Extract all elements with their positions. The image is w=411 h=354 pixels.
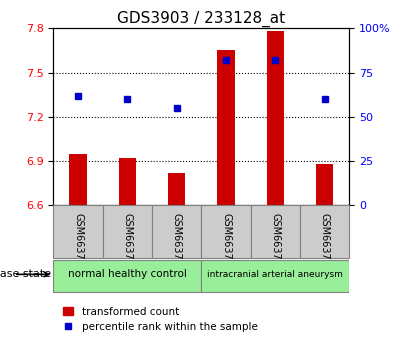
Text: GSM663773: GSM663773 — [270, 213, 280, 273]
FancyBboxPatch shape — [53, 260, 201, 292]
Bar — [168, 173, 185, 205]
Text: GSM663774: GSM663774 — [320, 213, 330, 273]
Title: GDS3903 / 233128_at: GDS3903 / 233128_at — [117, 11, 286, 27]
FancyBboxPatch shape — [251, 205, 300, 258]
Text: GSM663770: GSM663770 — [122, 213, 132, 273]
FancyBboxPatch shape — [300, 205, 349, 258]
Text: normal healthy control: normal healthy control — [68, 269, 187, 279]
Bar — [69, 154, 87, 205]
Legend: transformed count, percentile rank within the sample: transformed count, percentile rank withi… — [59, 303, 261, 336]
Text: GSM663771: GSM663771 — [172, 213, 182, 273]
Bar — [316, 164, 333, 205]
Text: GSM663769: GSM663769 — [73, 213, 83, 272]
Text: disease state: disease state — [0, 269, 51, 279]
FancyBboxPatch shape — [152, 205, 201, 258]
Bar — [267, 31, 284, 205]
Text: intracranial arterial aneurysm: intracranial arterial aneurysm — [208, 270, 343, 279]
FancyBboxPatch shape — [201, 205, 251, 258]
FancyBboxPatch shape — [201, 260, 349, 292]
Bar — [217, 50, 235, 205]
Bar — [119, 158, 136, 205]
FancyBboxPatch shape — [103, 205, 152, 258]
Text: GSM663772: GSM663772 — [221, 213, 231, 273]
FancyBboxPatch shape — [53, 205, 103, 258]
